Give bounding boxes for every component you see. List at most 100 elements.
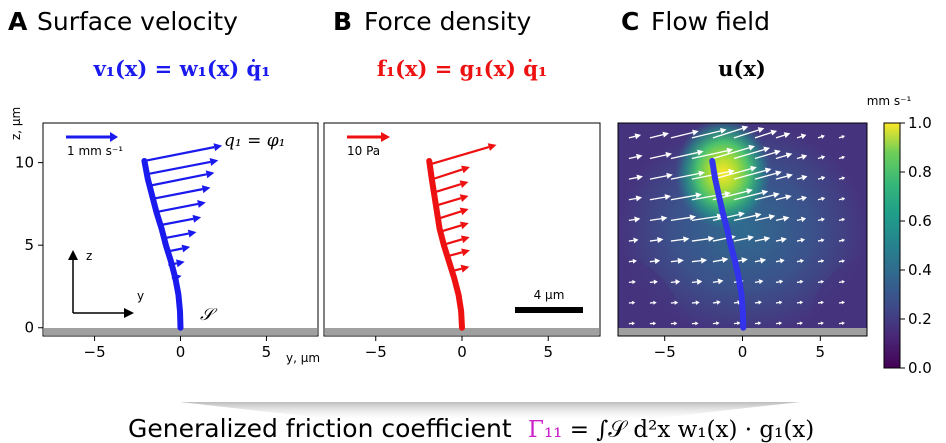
flow-arrowhead <box>715 321 720 326</box>
flow-arrowhead <box>631 321 636 326</box>
vector-arrowhead <box>461 165 470 174</box>
y-indicator-label: y <box>137 289 144 303</box>
flow-arrowhead <box>821 196 826 202</box>
vector-arrowhead <box>209 158 219 166</box>
flow-arrowhead <box>666 172 673 179</box>
filament <box>141 157 184 331</box>
flow-arrowhead <box>720 127 727 134</box>
length-scale-label: 4 μm <box>534 288 565 302</box>
vector-arrow <box>162 232 189 240</box>
vector-arrow <box>144 146 215 163</box>
flow-arrowhead <box>634 133 642 140</box>
flow-arrowhead <box>665 151 672 158</box>
flow-arrowhead <box>635 195 643 202</box>
colorbar-tick-label: 0.8 <box>908 163 932 181</box>
flow-arrowhead <box>841 176 846 181</box>
x-tick-label: 0 <box>738 343 748 361</box>
colorbar-label: mm s⁻¹ <box>867 94 912 108</box>
flow-arrow <box>628 218 635 222</box>
colorbar: mm s⁻¹ 0.0 0.2 0.4 0.6 0.8 1.0 <box>867 94 932 377</box>
flow-arrow <box>817 281 822 283</box>
flow-arrowhead <box>785 152 793 159</box>
flow-arrow <box>754 151 776 160</box>
flow-arrowhead <box>778 321 783 326</box>
flow-arrow <box>817 239 822 242</box>
z-indicator-arrowhead <box>68 250 78 260</box>
flow-arrow <box>775 218 784 222</box>
flow-arrow <box>712 259 723 263</box>
q1-annotation: q₁ = φ₁ <box>224 131 285 151</box>
flow-arrowhead <box>780 236 787 243</box>
colorbar-tick-label: 0.2 <box>908 310 932 328</box>
flow-arrow <box>817 218 822 222</box>
flow-arrow <box>691 238 709 242</box>
flow-arrowhead <box>689 214 697 221</box>
vector-arrowhead <box>172 273 182 282</box>
force-scale-arrowhead <box>381 132 390 142</box>
flow-arrowhead <box>695 192 702 199</box>
flow-arrowhead <box>661 215 668 222</box>
vector-arrowhead <box>460 264 470 273</box>
vector-arrow <box>155 202 199 214</box>
flow-arrowhead <box>708 235 715 242</box>
flow-arrowhead <box>799 279 804 284</box>
panel-c-ground <box>618 328 867 336</box>
panel-a-ground <box>44 328 317 335</box>
flow-arrowhead <box>633 237 639 244</box>
flow-arrow <box>670 172 700 180</box>
vector-arrow <box>158 217 194 227</box>
flow-arrowhead <box>700 257 708 264</box>
flow-arrowhead <box>800 216 807 223</box>
flow-arrowhead <box>770 129 778 136</box>
flow-arrowhead <box>820 217 825 222</box>
vector-arrowhead <box>201 185 211 194</box>
flow-arrowhead <box>779 258 785 264</box>
vector-arrowhead <box>459 207 469 216</box>
flow-arrowhead <box>841 197 846 201</box>
x-tick-label: −5 <box>654 343 676 361</box>
flow-arrowhead <box>657 237 664 244</box>
flow-arrowhead <box>760 257 767 264</box>
flow-arrowhead <box>761 189 769 196</box>
colorbar-tick-label: 0.6 <box>908 212 932 230</box>
flow-arrow <box>670 194 697 201</box>
flow-arrow <box>733 237 749 242</box>
vector-arrowhead <box>192 214 202 223</box>
flow-arrow <box>775 196 787 201</box>
vector-arrowhead <box>460 235 470 244</box>
x-tick-label: −5 <box>365 343 387 361</box>
flow-arrow <box>838 136 843 139</box>
flow-arrowhead <box>674 321 678 326</box>
flow-arrow <box>796 260 801 263</box>
panel-a-heading: Surface velocity <box>37 7 238 36</box>
flow-arrow <box>733 129 759 139</box>
flow-arrow <box>838 239 843 242</box>
y-tick-label: 0 <box>24 319 34 337</box>
vector-arrow <box>429 146 490 166</box>
y-tick-label: 5 <box>24 236 34 254</box>
flow-arrowhead <box>683 236 690 243</box>
flow-arrow <box>775 239 782 242</box>
velocity-scale-arrowhead <box>110 132 118 142</box>
flow-arrow <box>838 198 843 201</box>
flow-arrowhead <box>632 279 636 285</box>
flow-arrowhead <box>841 259 845 263</box>
flow-arrowhead <box>841 155 846 160</box>
x-tick-label: 0 <box>176 343 186 361</box>
flow-arrow <box>712 147 750 160</box>
flow-arrowhead <box>662 131 670 138</box>
panel-c-heading: Flow field <box>651 7 770 36</box>
flow-arrow <box>817 177 822 180</box>
flow-arrow <box>754 172 777 180</box>
flow-arrow <box>817 260 822 263</box>
flow-arrow <box>796 218 802 222</box>
flow-arrowhead <box>726 147 734 154</box>
flow-arrowhead <box>820 134 825 139</box>
flow-arrowhead <box>716 213 724 220</box>
flow-arrowhead <box>728 168 735 175</box>
flow-arrowhead <box>799 300 804 305</box>
flow-arrow <box>628 135 636 139</box>
flow-arrowhead <box>786 173 793 179</box>
flow-filament <box>709 157 747 331</box>
